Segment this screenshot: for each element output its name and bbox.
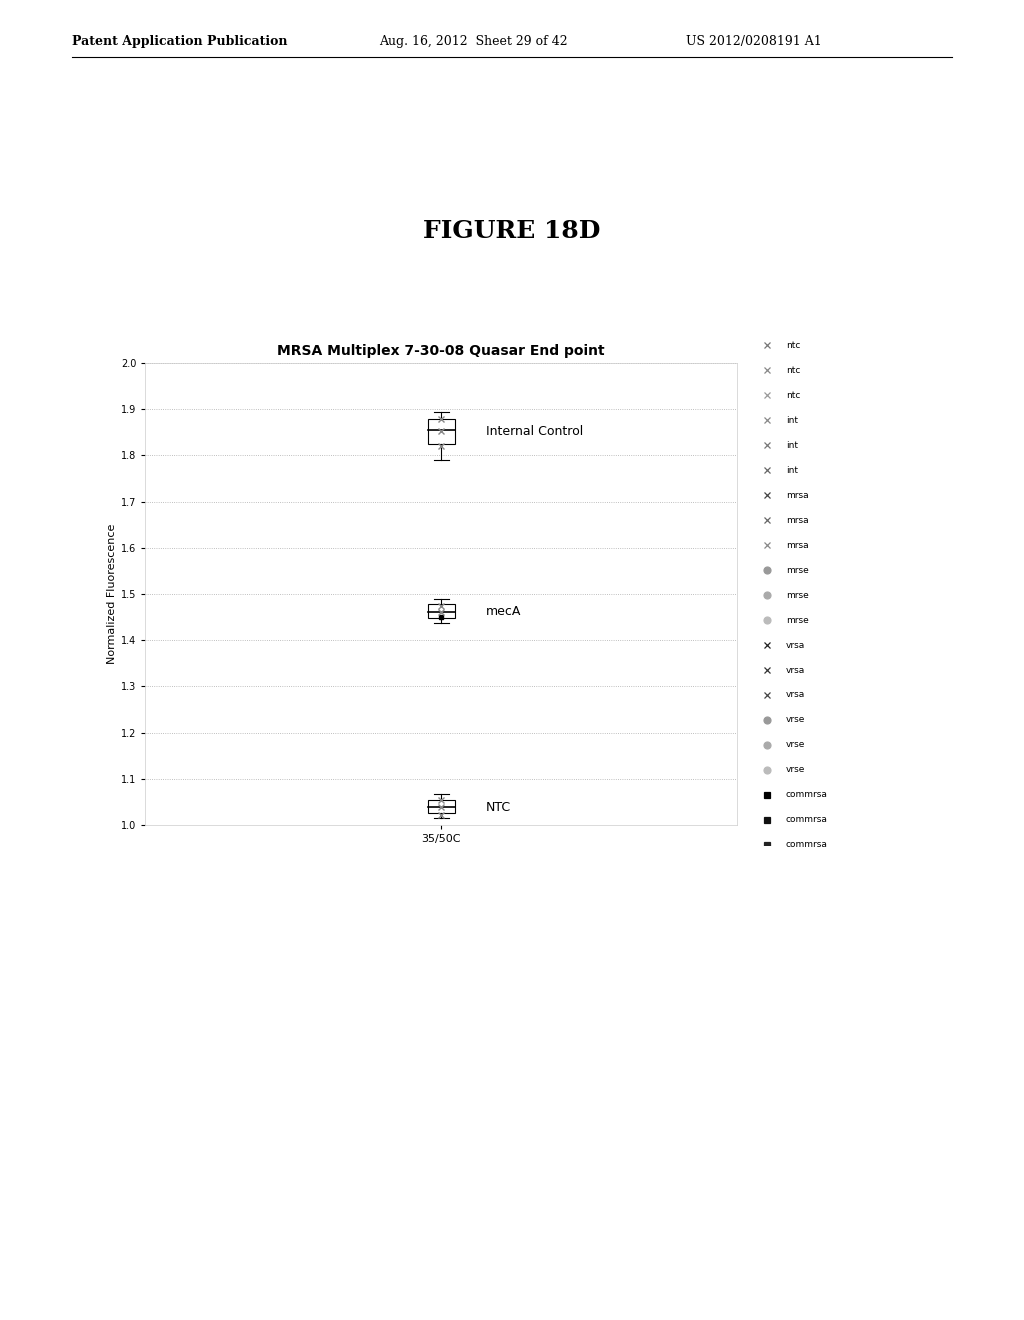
- Bar: [428, 420, 455, 444]
- Text: int: int: [785, 441, 798, 450]
- Title: MRSA Multiplex 7-30-08 Quasar End point: MRSA Multiplex 7-30-08 Quasar End point: [278, 343, 605, 358]
- Text: commrsa: commrsa: [785, 841, 827, 849]
- Text: Internal Control: Internal Control: [485, 425, 583, 438]
- Bar: [428, 800, 455, 813]
- Text: mrse: mrse: [785, 590, 809, 599]
- Text: Aug. 16, 2012  Sheet 29 of 42: Aug. 16, 2012 Sheet 29 of 42: [379, 34, 567, 48]
- Text: FIGURE 18D: FIGURE 18D: [423, 219, 601, 243]
- Text: mrse: mrse: [785, 615, 809, 624]
- Text: vrsa: vrsa: [785, 640, 805, 649]
- Text: mecA: mecA: [485, 605, 521, 618]
- Text: vrse: vrse: [785, 715, 805, 725]
- Text: commrsa: commrsa: [785, 791, 827, 800]
- Text: ntc: ntc: [785, 341, 800, 350]
- Text: US 2012/0208191 A1: US 2012/0208191 A1: [686, 34, 822, 48]
- Text: mrsa: mrsa: [785, 491, 808, 500]
- Text: vrsa: vrsa: [785, 665, 805, 675]
- Text: mrse: mrse: [785, 566, 809, 574]
- Text: int: int: [785, 466, 798, 475]
- Text: NTC: NTC: [485, 801, 511, 814]
- Text: ntc: ntc: [785, 366, 800, 375]
- Y-axis label: Normalized Fluorescence: Normalized Fluorescence: [106, 524, 117, 664]
- Bar: [428, 605, 455, 618]
- Text: mrsa: mrsa: [785, 541, 808, 549]
- Text: ntc: ntc: [785, 391, 800, 400]
- Text: commrsa: commrsa: [785, 816, 827, 824]
- Text: vrse: vrse: [785, 766, 805, 775]
- Text: Patent Application Publication: Patent Application Publication: [72, 34, 287, 48]
- Text: vrse: vrse: [785, 741, 805, 750]
- Text: mrsa: mrsa: [785, 516, 808, 525]
- Text: vrsa: vrsa: [785, 690, 805, 700]
- Text: int: int: [785, 416, 798, 425]
